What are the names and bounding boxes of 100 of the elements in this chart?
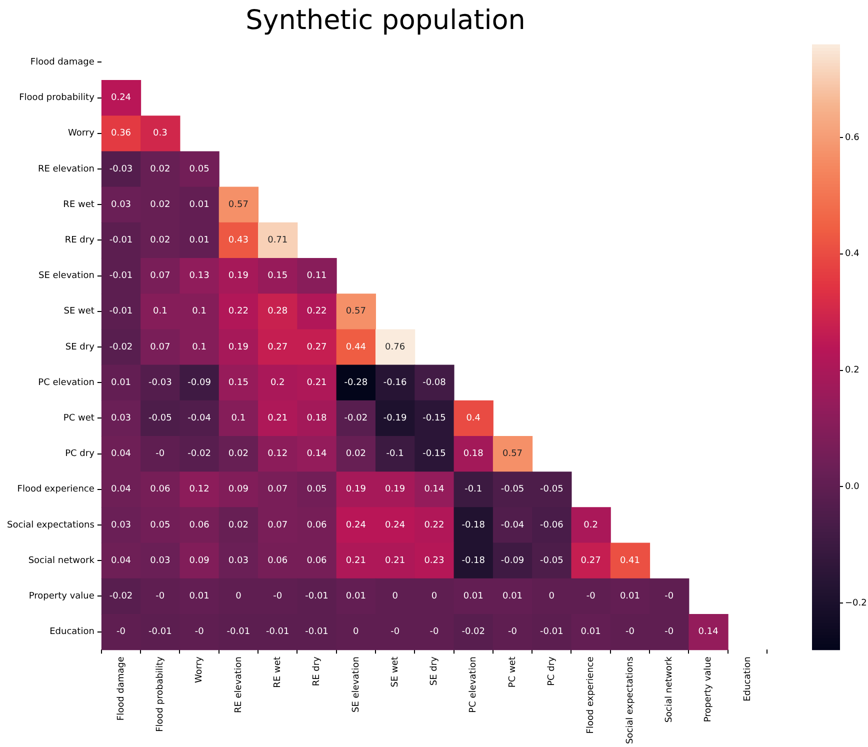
data-label: 0.04 — [110, 484, 132, 495]
data-label: 0.22 — [424, 520, 444, 530]
data-label: -0.19 — [383, 414, 407, 424]
x-tick-label: Social expectations — [625, 656, 636, 744]
data-label: -0 — [430, 627, 439, 638]
chart-title: Synthetic population — [246, 5, 526, 36]
data-label: -0.01 — [305, 627, 328, 638]
data-label: -0 — [273, 592, 282, 602]
data-label: -0.09 — [188, 378, 212, 388]
data-label: 0.01 — [346, 592, 366, 602]
data-label: 0.15 — [268, 271, 288, 282]
data-label: 0.06 — [150, 484, 170, 495]
data-label: 0.04 — [110, 449, 132, 460]
y-tick-label: SE elevation — [38, 271, 94, 282]
data-label: 0.02 — [150, 236, 170, 246]
data-label: 0.57 — [346, 306, 366, 317]
data-label: -0.02 — [109, 592, 133, 602]
data-label: 0.36 — [110, 128, 132, 139]
data-label: 0.22 — [228, 306, 248, 317]
data-label: -0.02 — [462, 627, 486, 638]
data-label: 0.18 — [306, 414, 328, 424]
data-label: -0.1 — [386, 449, 404, 460]
data-label: 0.07 — [268, 520, 288, 530]
data-label: 0.03 — [228, 556, 248, 566]
x-tick-label: RE wet — [272, 656, 283, 688]
data-label: -0.01 — [109, 306, 133, 317]
x-tick-label: SE elevation — [351, 656, 362, 712]
data-label: 0.76 — [385, 342, 406, 352]
data-label: 0.02 — [228, 520, 248, 530]
data-label: 0.01 — [463, 592, 484, 602]
data-label: -0.01 — [266, 627, 290, 638]
data-label: 0.13 — [189, 271, 210, 282]
y-tick-label: PC dry — [65, 449, 96, 460]
data-label: 0.3 — [152, 128, 168, 139]
data-label: -0.01 — [148, 627, 172, 638]
x-tick-label: SE dry — [430, 656, 440, 686]
y-tick-label: Flood damage — [30, 58, 95, 68]
data-label: 0.19 — [228, 342, 249, 352]
data-label: 0.03 — [110, 520, 132, 530]
data-label: -0 — [390, 627, 400, 638]
color-bar-label: 0.2 — [845, 366, 860, 376]
x-tick-label: Worry — [194, 656, 205, 684]
data-label: -0 — [664, 592, 674, 602]
data-label: 0.27 — [306, 342, 327, 352]
data-label: -0.06 — [540, 520, 564, 530]
data-label: -0.03 — [148, 378, 172, 388]
data-label: 0.12 — [189, 484, 210, 495]
data-label: -0.02 — [344, 414, 368, 424]
data-label: 0.01 — [502, 592, 523, 602]
data-label: 0.27 — [268, 342, 288, 352]
y-tick-label: SE dry — [65, 342, 96, 352]
data-label: -0.05 — [148, 414, 172, 424]
color-bar-label: 0.4 — [845, 249, 860, 260]
data-label: 0.22 — [306, 306, 327, 317]
data-label: 0.57 — [502, 449, 523, 460]
y-tick-label: Education — [50, 627, 94, 638]
data-label: 0.28 — [268, 306, 288, 317]
data-label: 0.57 — [228, 200, 248, 210]
data-label: 0.01 — [620, 592, 640, 602]
data-label: 0.1 — [152, 306, 168, 317]
data-label: 0.12 — [268, 449, 288, 460]
data-label: 0.41 — [620, 556, 640, 566]
data-label: 0.1 — [231, 414, 246, 424]
data-label: 0.03 — [150, 556, 170, 566]
data-label: 0.2 — [584, 520, 598, 530]
data-label: -0 — [156, 592, 165, 602]
data-label: -0.28 — [344, 378, 368, 388]
data-label: -0.01 — [540, 627, 564, 638]
data-label: 0.4 — [466, 414, 481, 424]
y-tick-label: Property value — [28, 592, 95, 602]
data-label: 0.07 — [268, 484, 288, 495]
data-label: -0.04 — [500, 520, 524, 530]
data-label: 0.1 — [192, 306, 206, 317]
data-label: 0.24 — [110, 93, 132, 104]
data-label: 0.05 — [189, 164, 210, 174]
data-label: 0.23 — [424, 556, 444, 566]
color-bar-label: 0.6 — [845, 132, 860, 143]
data-label: -0.18 — [462, 520, 486, 530]
data-label: -0 — [508, 627, 518, 638]
data-label: 0.01 — [189, 200, 210, 210]
y-tick-label: SE wet — [64, 306, 95, 317]
data-label: -0.01 — [226, 627, 250, 638]
data-label: 0.15 — [228, 378, 248, 388]
data-label: 0.06 — [189, 520, 210, 530]
data-label: 0.02 — [346, 449, 366, 460]
data-label: 0.01 — [189, 592, 210, 602]
x-tick-label: SE wet — [390, 656, 400, 688]
data-label: 0 — [431, 592, 438, 602]
data-label: -0.16 — [383, 378, 407, 388]
data-label: -0 — [625, 627, 635, 638]
data-label: 0.05 — [306, 484, 327, 495]
data-label: 0.06 — [306, 556, 328, 566]
x-tick-label: RE elevation — [234, 656, 244, 714]
x-tick-label: PC elevation — [468, 656, 479, 713]
data-label: 0.07 — [150, 342, 170, 352]
data-label: 0.19 — [228, 271, 249, 282]
data-label: 0.14 — [424, 484, 444, 495]
data-label: -0.09 — [500, 556, 524, 566]
data-label: 0.07 — [150, 271, 170, 282]
data-label: 0.21 — [268, 414, 288, 424]
